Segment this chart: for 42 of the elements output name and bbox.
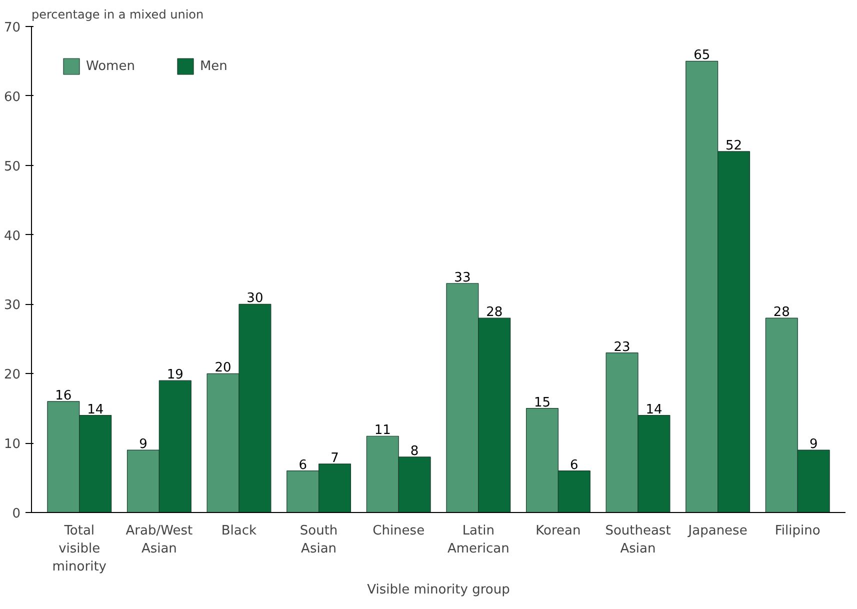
data-label: 33 — [454, 270, 471, 286]
data-label: 20 — [214, 360, 232, 376]
x-tick-label: Filipino — [774, 524, 820, 538]
legend-label: Men — [200, 58, 228, 74]
data-label: 9 — [809, 437, 818, 452]
x-tick-label: Japanese — [687, 524, 748, 538]
data-label: 28 — [773, 305, 790, 320]
data-label: 6 — [298, 458, 307, 473]
y-tick-label: 0 — [12, 506, 21, 522]
x-tick-label: Chinese — [372, 524, 425, 538]
data-label: 16 — [55, 388, 72, 404]
y-axis-title: percentage in a mixed union — [32, 8, 204, 22]
data-label: 9 — [139, 437, 148, 452]
x-tick-label: Black — [221, 524, 258, 538]
y-tick-label: 40 — [4, 228, 21, 244]
data-label: 7 — [330, 450, 339, 466]
data-label: 14 — [646, 402, 662, 418]
data-label: 14 — [87, 402, 104, 418]
data-label: 15 — [534, 395, 551, 410]
y-tick-label: 60 — [4, 90, 21, 105]
x-tick-label: Latin American — [447, 524, 510, 556]
legend-label: Women — [86, 58, 135, 74]
data-label: 6 — [570, 458, 578, 473]
y-tick-label: 20 — [4, 368, 21, 383]
x-axis-title: Visible minority group — [367, 582, 510, 598]
data-label: 8 — [410, 444, 419, 459]
data-label: 11 — [374, 423, 391, 438]
data-label: 65 — [694, 48, 710, 64]
data-label: 52 — [726, 138, 742, 154]
x-tick-label: Southeast Asian — [605, 524, 671, 556]
x-tick-label: Arab/West Asian — [126, 524, 193, 556]
y-tick-label: 50 — [4, 159, 21, 174]
data-label: 30 — [246, 291, 264, 306]
y-tick-label: 30 — [4, 298, 21, 314]
data-label: 23 — [614, 340, 630, 355]
data-label: 19 — [166, 368, 184, 383]
y-tick-label: 70 — [4, 20, 21, 36]
x-tick-label: South Asian — [300, 524, 338, 556]
y-tick-label: 10 — [4, 437, 21, 452]
x-tick-label: Korean — [536, 524, 581, 538]
x-tick-label: Total visible minority — [52, 524, 107, 574]
data-label: 28 — [486, 305, 503, 320]
